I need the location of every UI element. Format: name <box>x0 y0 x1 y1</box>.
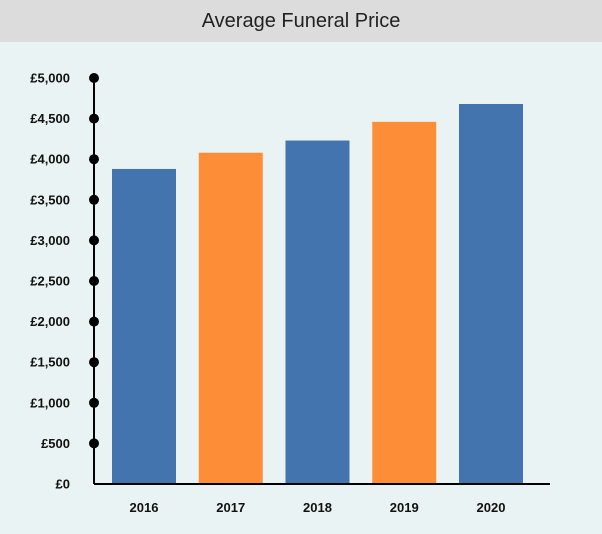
y-tick-dot <box>89 73 99 83</box>
y-tick-label: £3,500 <box>30 192 70 207</box>
x-tick-label: 2019 <box>390 500 419 515</box>
x-tick-label: 2020 <box>477 500 506 515</box>
y-tick-label: £1,000 <box>30 395 70 410</box>
y-tick-dot <box>89 357 99 368</box>
y-tick-dot <box>89 316 99 327</box>
y-tick-label: £3,000 <box>30 233 70 248</box>
x-tick-label: 2018 <box>303 500 332 515</box>
y-tick-label: £2,000 <box>30 314 70 329</box>
y-tick-dot <box>89 276 99 286</box>
bar-2018 <box>285 140 350 485</box>
bar-2020 <box>459 103 523 484</box>
y-tick-label: £1,500 <box>30 355 70 370</box>
y-tick-dot <box>89 154 99 165</box>
y-tick-label: £5,000 <box>30 71 70 86</box>
y-tick-dot <box>89 194 99 205</box>
y-tick-dot <box>89 235 99 246</box>
y-tick-dot <box>89 113 99 124</box>
bar-2019 <box>372 121 437 485</box>
y-tick-dot <box>89 397 99 408</box>
y-tick-label: £2,500 <box>30 274 70 289</box>
chart-title: Average Funeral Price <box>0 0 602 42</box>
bar-2017 <box>198 152 263 485</box>
x-tick-label: 2016 <box>130 500 159 515</box>
x-tick-label: 2017 <box>216 500 245 515</box>
y-tick-label: £4,500 <box>30 111 70 126</box>
bar-2016 <box>112 168 176 484</box>
y-tick-label: £0 <box>56 477 70 492</box>
y-tick-label: £500 <box>41 436 70 451</box>
y-tick-label: £4,000 <box>30 152 70 167</box>
y-tick-dot <box>89 438 99 449</box>
